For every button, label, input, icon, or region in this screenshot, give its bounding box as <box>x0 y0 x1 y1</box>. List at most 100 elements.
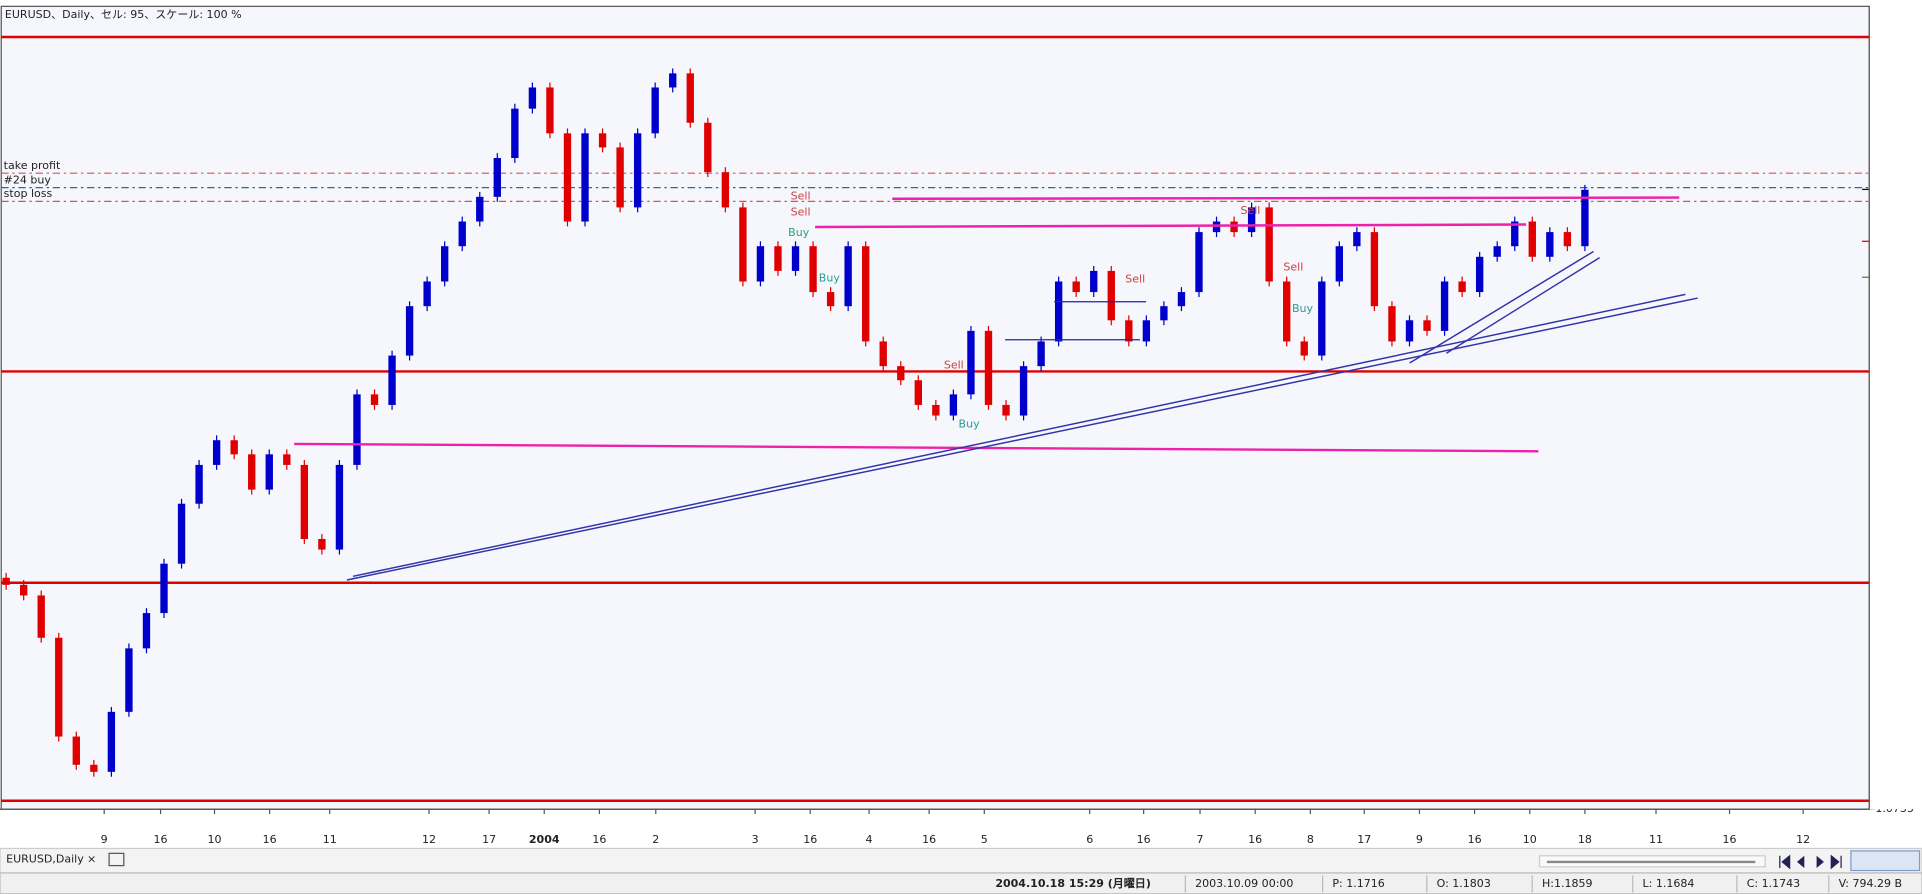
x-tick-label: 16 <box>1468 833 1482 846</box>
candle <box>1160 306 1168 321</box>
x-tick-label: 2 <box>652 833 659 846</box>
candle <box>177 503 186 564</box>
candle <box>55 637 63 737</box>
candle <box>1142 320 1151 342</box>
x-tick-label: 18 <box>1578 833 1592 846</box>
candle <box>19 584 28 596</box>
order-label: #24 buy <box>4 173 52 186</box>
candle <box>1247 207 1256 233</box>
nav-buttons <box>1779 854 1842 870</box>
candle <box>142 613 151 649</box>
candle <box>897 366 905 381</box>
candle <box>370 394 379 405</box>
candle <box>756 246 765 282</box>
candle <box>633 133 642 208</box>
candle <box>826 292 835 307</box>
magenta-line <box>892 196 1680 201</box>
x-tick-label: 3 <box>752 833 759 846</box>
candle <box>1125 320 1133 342</box>
candle <box>107 711 116 772</box>
x-tick-label: 12 <box>422 833 436 846</box>
magenta-line <box>294 442 1539 453</box>
candle <box>160 563 168 614</box>
candle <box>581 133 589 222</box>
status-items: 2004.10.18 15:29 (月曜日) 2003.10.09 00:00 P:… <box>995 875 1902 893</box>
nav-first[interactable] <box>1779 854 1791 870</box>
order-label: stop loss <box>4 187 53 200</box>
x-tick-label: 10 <box>1523 833 1537 846</box>
candle <box>1388 306 1396 342</box>
candle <box>441 246 449 282</box>
status-item: O: 1.1803 <box>1437 877 1491 890</box>
status-item: P: 1.1716 <box>1332 877 1384 890</box>
candle <box>1195 232 1203 293</box>
x-tick-label: 16 <box>803 833 817 846</box>
candle <box>739 207 747 282</box>
candle <box>932 404 940 416</box>
candle <box>1335 246 1344 282</box>
candle <box>1370 232 1379 307</box>
candle <box>809 246 817 293</box>
zoom-button[interactable] <box>1850 850 1921 872</box>
candle <box>704 122 712 173</box>
candle <box>616 147 624 208</box>
signal-label: Sell <box>1240 204 1260 217</box>
tab-close[interactable]: × <box>87 852 96 865</box>
candle <box>1072 281 1080 293</box>
candle <box>230 440 238 455</box>
candle <box>651 87 659 134</box>
signal-label: Sell <box>944 358 964 371</box>
nav-next[interactable] <box>1816 855 1824 869</box>
candle <box>1511 221 1519 247</box>
candle <box>1581 189 1589 247</box>
candle <box>598 133 607 148</box>
candle <box>791 246 800 271</box>
candle <box>1528 221 1536 257</box>
x-tick-label: 5 <box>981 833 988 846</box>
status-item: H:1.1859 <box>1542 877 1593 890</box>
candle <box>283 454 291 465</box>
candle <box>1019 366 1028 416</box>
tab-label[interactable]: EURUSD,Daily <box>6 852 84 865</box>
candle <box>1177 292 1186 307</box>
candle <box>1054 281 1063 342</box>
status-item: 2003.10.09 00:00 <box>1195 877 1293 890</box>
candle <box>1563 232 1572 247</box>
candle <box>1283 281 1291 342</box>
chart-title: EURUSD、Daily、セル: 95、スケール: 100 % <box>5 8 242 21</box>
x-tick-label: 17 <box>482 833 496 846</box>
candle <box>686 73 694 123</box>
candle <box>862 246 870 342</box>
status-item: L: 1.1684 <box>1643 877 1695 890</box>
x-tick-label: 16 <box>1723 833 1737 846</box>
candle <box>125 648 133 712</box>
candle <box>265 454 273 490</box>
candle <box>195 464 203 504</box>
trend-line <box>1446 256 1601 354</box>
trend-line <box>1409 250 1594 364</box>
signal-label: Sell <box>1125 273 1145 286</box>
x-tick-label: 12 <box>1796 833 1810 846</box>
candle <box>669 73 677 88</box>
candle <box>1318 281 1326 356</box>
candle <box>37 595 45 638</box>
signal-label: Sell <box>1283 260 1303 273</box>
candle <box>72 736 80 765</box>
candle <box>1458 281 1466 293</box>
signal-label: Sell <box>791 189 811 202</box>
candle <box>476 196 484 222</box>
candle <box>1546 232 1554 257</box>
x-tick-label: 11 <box>323 833 337 846</box>
nav-prev[interactable] <box>1796 855 1805 869</box>
tab-icon[interactable] <box>108 852 125 867</box>
candle <box>1230 221 1238 233</box>
candle <box>300 464 309 540</box>
status-item: V: 794.29 B <box>1839 877 1902 890</box>
nav-last[interactable] <box>1830 854 1842 870</box>
x-tick-label: 16 <box>1137 833 1151 846</box>
candle <box>1493 246 1501 257</box>
candle <box>388 355 396 405</box>
candle <box>914 380 922 405</box>
candle <box>546 87 554 134</box>
